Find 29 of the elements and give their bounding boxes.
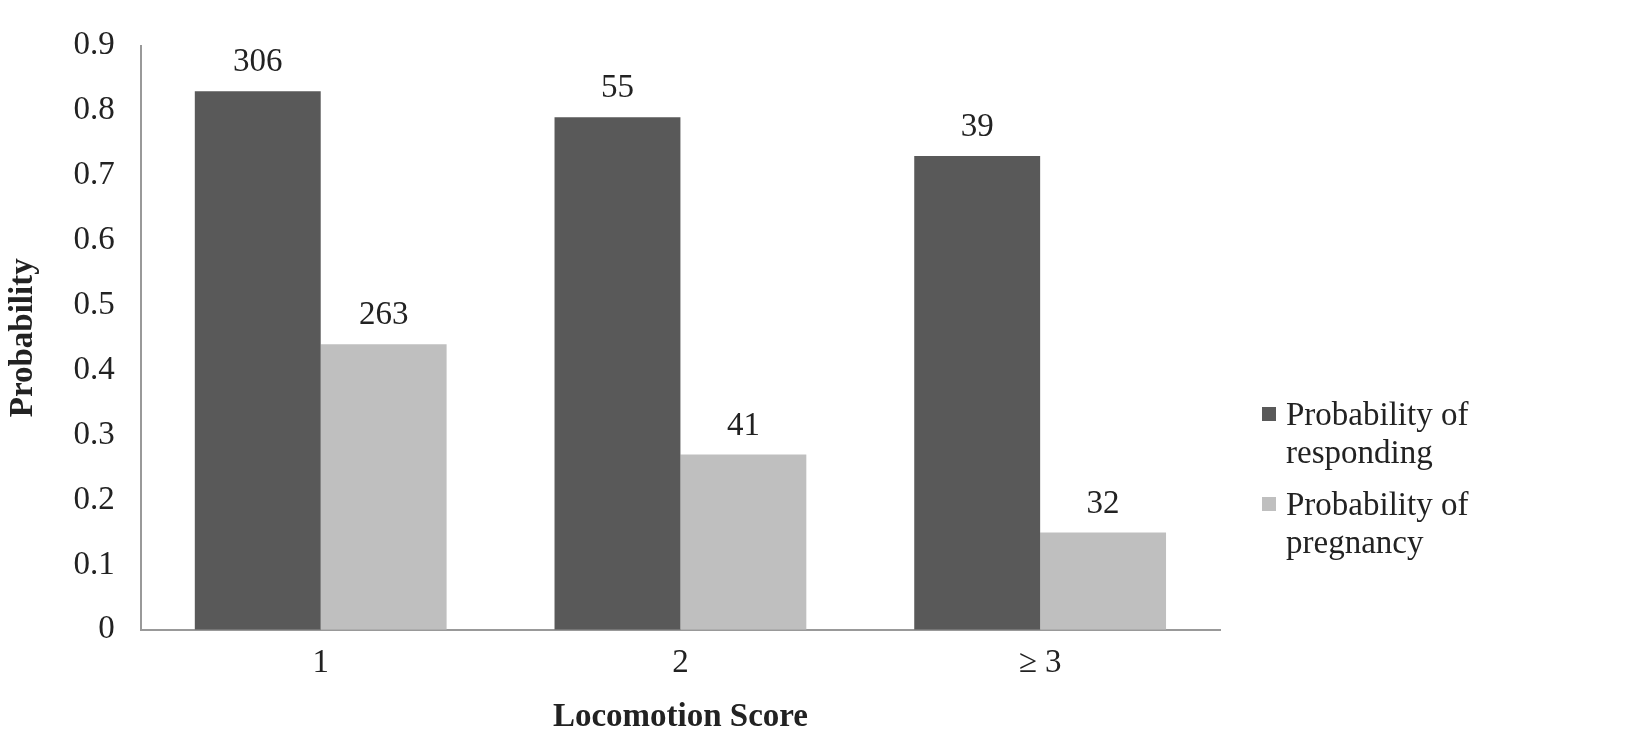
y-tick-label: 0.4: [73, 349, 115, 386]
y-tick-label: 0.6: [73, 220, 115, 257]
annotation: 306: [233, 42, 283, 79]
y-tick-label: 0.7: [73, 155, 115, 192]
x-tick-label: ≥ 3: [1018, 643, 1062, 680]
y-tick-label: 0.3: [73, 414, 115, 451]
annotation: 55: [600, 68, 634, 105]
bar: [320, 344, 447, 630]
legend-label: Probability of pregnancy: [1286, 485, 1470, 561]
bar: [1040, 532, 1167, 630]
y-tick-label: 0.5: [73, 285, 115, 322]
y-tick-label: 0.8: [73, 90, 115, 127]
bar: [914, 156, 1041, 630]
y-tick-label: 0: [98, 609, 115, 646]
bar: [680, 454, 807, 630]
x-tick-label: 2: [672, 643, 689, 680]
x-axis-title: Locomotion Score: [552, 696, 808, 733]
annotation: 41: [726, 405, 760, 442]
annotation: 263: [358, 295, 409, 332]
y-tick-label: 0.2: [73, 479, 115, 516]
x-tick-label: 1: [312, 643, 329, 680]
y-tick-label: 0.9: [73, 25, 115, 62]
annotation: 39: [960, 107, 994, 144]
y-tick-label: 0.1: [73, 544, 115, 581]
bar: [194, 91, 321, 630]
y-axis-title: Probability: [3, 257, 40, 418]
legend-label: Probability of responding: [1286, 395, 1470, 471]
bar: [554, 117, 681, 630]
annotation: 32: [1086, 483, 1120, 520]
